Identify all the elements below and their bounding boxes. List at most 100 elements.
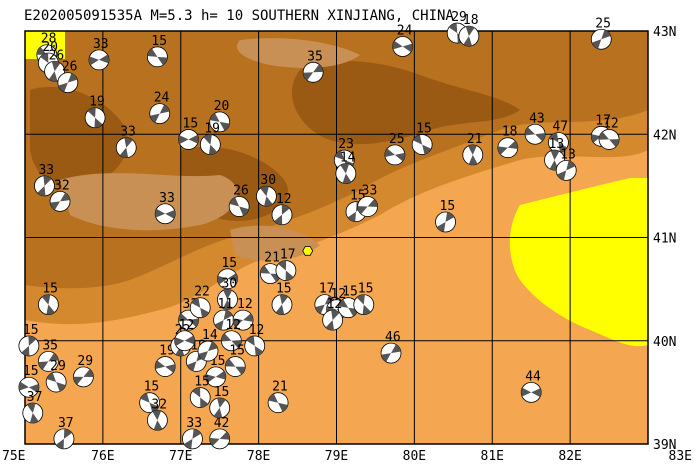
focal-mechanism: 12 (220, 318, 242, 352)
graticule (25, 31, 648, 444)
focal-mechanism: 11 (213, 297, 234, 331)
focal-mechanism: 42 (209, 416, 231, 450)
focal-mechanism: 15 (37, 282, 59, 316)
compressional-quadrant (37, 185, 46, 196)
compressional-quadrant (231, 340, 242, 349)
compressional-quadrant (21, 345, 30, 356)
depth-label: 21 (264, 251, 280, 266)
compressional-quadrant (254, 345, 264, 356)
compressional-quadrant (124, 137, 133, 148)
compressional-quadrant (198, 351, 209, 361)
high-mountain-area (291, 60, 520, 145)
focal-mechanism: 15 (224, 344, 246, 377)
compressional-quadrant (274, 214, 283, 225)
lat-tick-label: 41N (653, 232, 676, 247)
compressional-quadrant (208, 144, 218, 155)
compressional-quadrant (531, 388, 542, 398)
compressional-quadrant (87, 107, 96, 118)
compressional-quadrant (609, 139, 620, 148)
depth-label: 12 (237, 297, 253, 312)
compressional-quadrant (217, 397, 226, 408)
compressional-quadrant (152, 410, 162, 421)
compressional-quadrant (27, 403, 36, 414)
compressional-quadrant (313, 64, 324, 73)
focal-mechanism: 15 (146, 34, 168, 68)
compressional-quadrant (436, 222, 446, 232)
compressional-quadrant (233, 318, 244, 327)
compressional-quadrant (88, 56, 99, 66)
compressional-quadrant (28, 335, 37, 346)
focal-mechanism: 33 (88, 37, 110, 71)
depth-label: 13 (560, 147, 576, 162)
map-title: E202005091535A M=5.3 h= 10 SOUTHERN XINJ… (24, 8, 454, 24)
depth-label: 15 (42, 282, 58, 297)
focal-mechanism: 13 (555, 147, 577, 181)
compressional-quadrant (55, 438, 64, 449)
depth-label: 20 (42, 40, 58, 55)
depth-label: 30 (260, 173, 276, 188)
highlight-region (509, 178, 648, 347)
depth-label: 25 (389, 132, 405, 147)
compressional-quadrant (67, 73, 78, 83)
compressional-quadrant (303, 72, 314, 81)
compressional-quadrant (315, 304, 325, 314)
focal-mechanism: 35 (302, 49, 324, 83)
compressional-quadrant (281, 204, 290, 215)
focal-mechanism: 46 (380, 330, 402, 364)
compressional-quadrant (215, 371, 226, 380)
compressional-quadrant (601, 29, 611, 40)
focal-mechanism: 15 (18, 364, 40, 398)
compressional-quadrant (243, 313, 254, 322)
focal-mechanism: 15 (209, 385, 231, 419)
compressional-quadrant (205, 374, 216, 383)
compressional-quadrant (325, 320, 334, 331)
depth-label: 47 (552, 120, 568, 135)
compressional-quadrant (63, 428, 72, 439)
focal-mechanism: 12 (244, 323, 266, 357)
focal-mechanism: 33 (34, 163, 55, 197)
depth-label: 11 (218, 297, 234, 312)
depth-label: 21 (467, 132, 483, 147)
compressional-quadrant (178, 313, 189, 322)
depth-label: 17 (280, 248, 296, 263)
compressional-quadrant (356, 294, 365, 305)
compressional-quadrant (200, 307, 210, 318)
compressional-quadrant (550, 150, 560, 161)
compressional-quadrant (549, 132, 559, 143)
focal-mechanism: 12 (174, 318, 196, 352)
depth-label: 33 (186, 416, 202, 431)
depth-label: 15 (440, 199, 456, 214)
focal-mechanism: 12 (232, 297, 254, 331)
compressional-quadrant (591, 39, 602, 49)
compressional-quadrant (214, 320, 224, 330)
focal-mechanism: 15 (178, 116, 199, 150)
compressional-quadrant (56, 382, 66, 392)
axis-ticks: 75E 76E 77E 78E 79E 80E 81E 82E 83E 43N 42N 41N 40N 3… (2, 25, 692, 464)
focal-mechanism: 32 (49, 178, 71, 212)
compressional-quadrant (183, 438, 193, 449)
depth-label: 15 (194, 375, 210, 390)
focal-mechanism: 25 (590, 16, 612, 50)
compressional-quadrant (51, 61, 61, 72)
focal-mechanism: 30 (256, 173, 277, 207)
focal-mechanism: 21 (267, 380, 289, 414)
lon-tick-label: 82E (558, 449, 581, 464)
compressional-quadrant (192, 387, 201, 398)
depth-label: 15 (358, 282, 374, 297)
compressional-quadrant (445, 212, 455, 223)
compressional-quadrant (264, 196, 273, 207)
compressional-quadrant (94, 117, 103, 128)
depth-label: 26 (49, 48, 65, 63)
compressional-quadrant (217, 275, 228, 285)
depth-label: 15 (416, 122, 432, 137)
compressional-quadrant (187, 361, 197, 371)
compressional-quadrant (83, 369, 94, 377)
depth-label: 15 (276, 282, 292, 297)
compressional-quadrant (48, 71, 58, 82)
lon-tick-label: 77E (169, 449, 192, 464)
depth-label: 12 (331, 287, 347, 302)
compressional-quadrant (357, 206, 368, 215)
depth-label: 43 (529, 111, 545, 126)
compressional-quadrant (153, 420, 163, 431)
